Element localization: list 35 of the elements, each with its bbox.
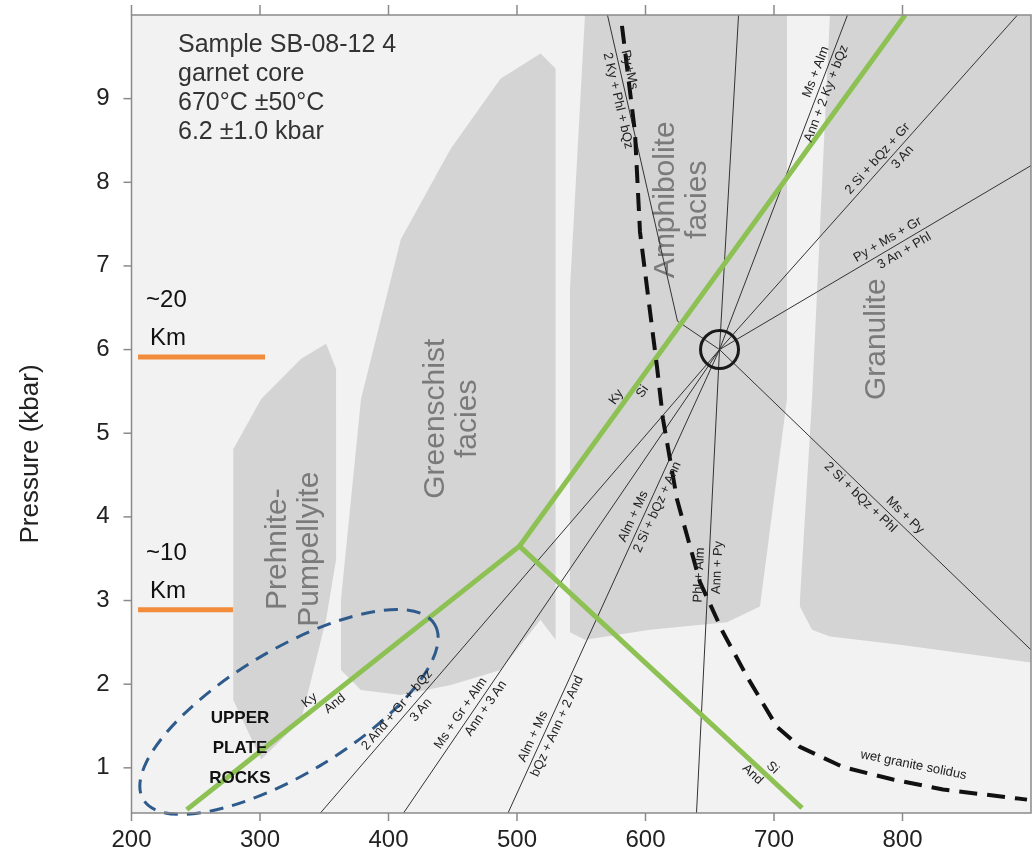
y-tick-label: 8 [96, 166, 110, 194]
y-tick-label: 6 [96, 333, 110, 361]
y-tick-label: 4 [96, 501, 110, 529]
annotation: Sample SB-08-12 4 [178, 29, 397, 57]
text: Prehnite-Pumpellyite [258, 471, 324, 627]
annotation: Ky [298, 688, 320, 711]
x-tick-label: 400 [368, 825, 409, 852]
text: Granulite [857, 278, 891, 401]
x-tick-label: 200 [111, 825, 152, 852]
y-tick-label: 3 [96, 584, 110, 612]
y-axis-title: Pressure (kbar) [14, 364, 44, 544]
y-tick-label: 1 [96, 752, 110, 780]
annotation: 6.2 ±1.0 kbar [178, 116, 324, 144]
series-label: ~10 Km [146, 537, 187, 603]
y-tick-label: 7 [96, 250, 110, 278]
annotation: Ky [604, 385, 627, 407]
x-tick-label: 800 [882, 825, 923, 852]
annotation: Phl + Alm [689, 546, 708, 603]
x-tick-label: 500 [496, 825, 538, 852]
annotation: 670°C ±50°C [178, 87, 325, 115]
annotation: And [320, 689, 349, 717]
annotation: Si [632, 381, 652, 401]
y-tick-label: 2 [96, 668, 110, 696]
annotation: garnet core [178, 58, 305, 86]
y-tick-label: 5 [96, 417, 110, 445]
x-tick-label: 300 [239, 825, 281, 852]
annotation: wet granite solidus [858, 746, 969, 783]
x-tick-label: 600 [625, 825, 666, 852]
text: Amphibolite facies [646, 121, 712, 279]
series-label: ~20 Km [146, 285, 187, 351]
annotation: Ann + Py [707, 540, 726, 595]
y-tick-label: 9 [96, 82, 110, 110]
text: Greenschist facies [417, 338, 483, 499]
x-tick-label: 700 [753, 825, 795, 852]
annotation: Py+Ms [618, 48, 643, 92]
